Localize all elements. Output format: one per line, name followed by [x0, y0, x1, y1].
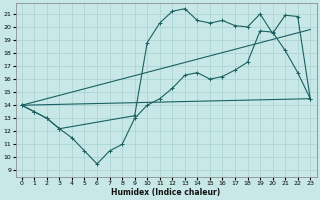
X-axis label: Humidex (Indice chaleur): Humidex (Indice chaleur) — [111, 188, 221, 197]
